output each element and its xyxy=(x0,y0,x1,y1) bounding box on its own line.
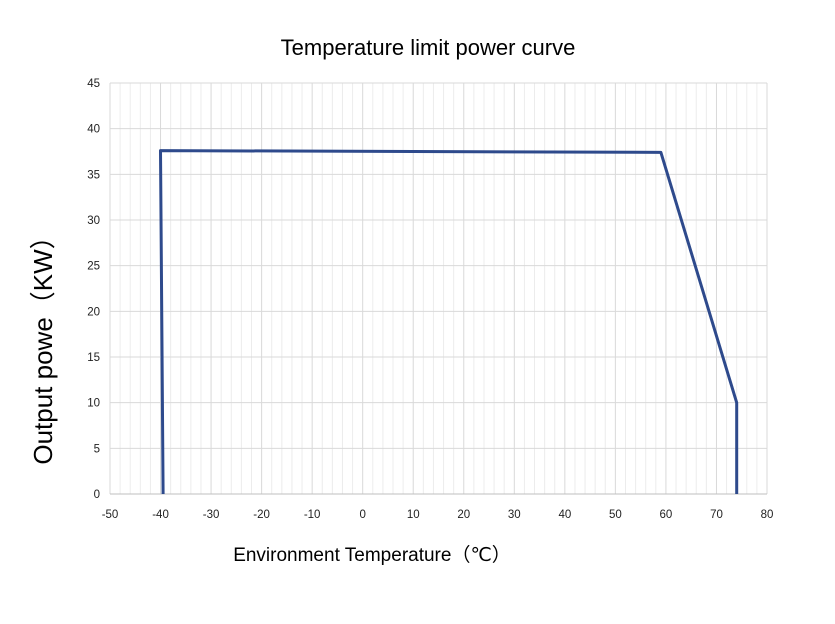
y-tick-label: 0 xyxy=(94,489,100,501)
series-layer xyxy=(159,149,739,495)
x-tick-label: 40 xyxy=(558,509,571,521)
y-tick-label: 5 xyxy=(94,443,100,455)
y-axis-label: Output powe（KW） xyxy=(28,223,58,464)
x-tick-label: 60 xyxy=(660,509,673,521)
y-tick-labels: 0 5 10 15 20 25 30 35 40 45 xyxy=(87,78,100,501)
x-tick-label: 80 xyxy=(761,509,774,521)
series-line xyxy=(159,149,739,495)
x-tick-label: 10 xyxy=(407,509,420,521)
x-tick-label: -50 xyxy=(102,509,119,521)
x-tick-label: -40 xyxy=(152,509,169,521)
y-tick-label: 45 xyxy=(87,78,100,90)
y-tick-label: 15 xyxy=(87,352,100,364)
x-tick-label: 20 xyxy=(457,509,470,521)
x-tick-label: 0 xyxy=(359,509,365,521)
y-tick-label: 40 xyxy=(87,124,100,136)
y-tick-label: 10 xyxy=(87,398,100,410)
x-tick-label: -10 xyxy=(304,509,321,521)
x-tick-label: 30 xyxy=(508,509,521,521)
chart-title: Temperature limit power curve xyxy=(281,35,576,60)
x-tick-label: -20 xyxy=(253,509,270,521)
x-axis-label: Environment Temperature（℃） xyxy=(233,544,511,566)
y-tick-label: 30 xyxy=(87,215,100,227)
y-tick-label: 20 xyxy=(87,306,100,318)
x-tick-label: 70 xyxy=(710,509,723,521)
x-tick-label: -30 xyxy=(203,509,220,521)
y-tick-label: 35 xyxy=(87,169,100,181)
grid xyxy=(109,82,768,495)
y-tick-label: 25 xyxy=(87,261,100,273)
x-tick-labels: -50 -40 -30 -20 -10 0 10 20 30 40 50 60 70 80 xyxy=(102,509,774,521)
x-tick-label: 50 xyxy=(609,509,622,521)
